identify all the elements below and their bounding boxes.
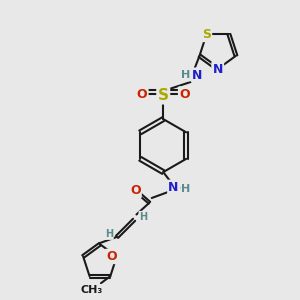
Text: O: O <box>106 250 117 263</box>
Text: H: H <box>105 229 113 239</box>
Text: O: O <box>130 184 141 197</box>
Text: H: H <box>140 212 148 222</box>
Text: S: S <box>202 28 211 41</box>
Text: O: O <box>137 88 147 100</box>
Text: CH₃: CH₃ <box>81 285 103 295</box>
Text: N: N <box>192 69 203 82</box>
Text: H: H <box>181 184 190 194</box>
Text: O: O <box>179 88 190 100</box>
Text: H: H <box>181 70 190 80</box>
Text: N: N <box>168 181 179 194</box>
Text: S: S <box>158 88 169 103</box>
Text: N: N <box>212 62 223 76</box>
